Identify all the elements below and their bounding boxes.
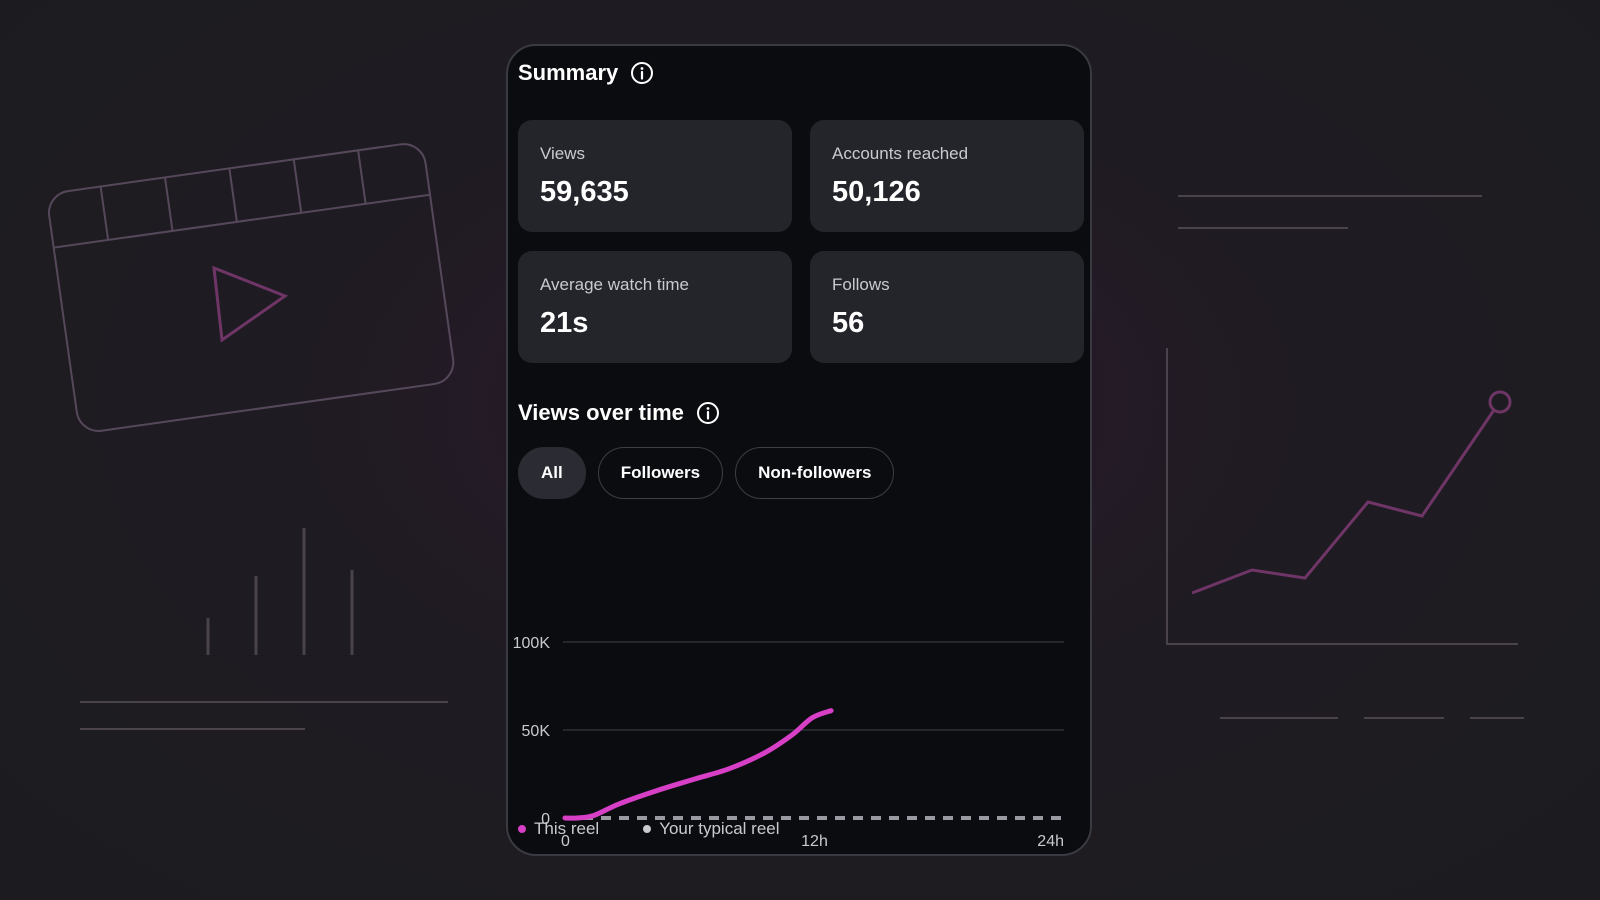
x-tick-label: 0 [561,833,570,850]
views-over-time-header: Views over time [518,400,720,426]
metric-value: 59,635 [540,176,629,208]
y-tick-label: 0 [541,811,550,828]
metric-card-accounts-reached[interactable]: Accounts reached 50,126 [810,120,1084,232]
chart-legend: This reel Your typical reel [518,819,780,839]
bar-sparkline-illustration [206,528,354,655]
x-tick-label: 12h [801,833,828,850]
legend-dot [643,825,652,833]
metric-label: Average watch time [540,275,689,294]
legend-item-typical-reel: Your typical reel [643,819,780,839]
legend-item-this-reel: This reel [518,819,599,839]
audience-filter-tabs: All Followers Non-followers [518,447,895,499]
metric-label: Accounts reached [832,144,969,163]
summary-header: Summary [518,60,654,86]
info-icon[interactable] [630,61,654,85]
y-tick-label: 100K [513,635,551,652]
summary-title: Summary [518,60,619,85]
text-lines-illustration-right [1178,195,1524,719]
info-icon[interactable] [696,401,720,425]
text-lines-illustration-left [80,701,448,730]
line-chart-illustration [1166,348,1518,645]
metric-value: 50,126 [832,176,921,208]
y-tick-label: 50K [522,723,551,740]
tab-followers[interactable]: Followers [597,447,724,499]
metric-card-average-watch-time[interactable]: Average watch time 21s [518,251,792,363]
series-line-this-reel [562,708,834,821]
metric-value: 56 [832,307,865,339]
play-icon [212,265,289,343]
clapperboard-illustration [48,143,455,432]
x-tick-label: 24h [1037,833,1064,850]
insights-panel: Summary Views 59,635 Accounts reached 50… [506,44,1092,856]
metric-label: Views [540,144,586,163]
views-over-time-title: Views over time [518,400,684,425]
tab-non-followers[interactable]: Non-followers [735,447,895,499]
metric-card-views[interactable]: Views 59,635 [518,120,792,232]
metric-label: Follows [832,275,890,294]
metric-value: 21s [540,307,589,339]
views-over-time-chart: 0 50K 100K 0 12h 24h [513,635,1064,850]
metric-card-follows[interactable]: Follows 56 [810,251,1084,363]
legend-label: Your typical reel [659,819,780,838]
legend-label: This reel [534,819,600,838]
tab-all[interactable]: All [518,447,586,499]
legend-dot [518,825,526,833]
